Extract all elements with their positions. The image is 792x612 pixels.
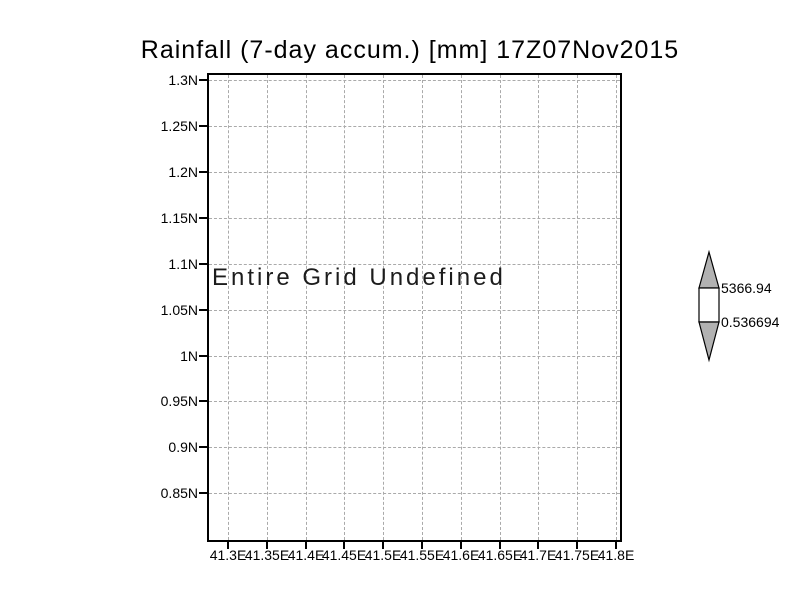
x-tick [460,541,462,549]
y-tick [199,400,207,402]
gridline-vertical [344,75,345,540]
gridline-vertical [228,75,229,540]
gridline-horizontal [209,172,620,173]
x-tick [499,541,501,549]
gridline-vertical [267,75,268,540]
x-tick [305,541,307,549]
y-tick [199,125,207,127]
x-tick [382,541,384,549]
gridline-vertical [422,75,423,540]
gridline-horizontal [209,447,620,448]
y-tick [199,446,207,448]
x-tick [421,541,423,549]
y-tick-label: 1N [180,348,198,364]
colorbar-range-box [698,287,720,323]
plot-frame [207,73,622,542]
gridline-horizontal [209,310,620,311]
colorbar-max-label: 5366.94 [721,280,772,296]
y-tick-label: 0.9N [168,439,198,455]
plot-title: Rainfall (7-day accum.) [mm] 17Z07Nov201… [140,36,680,64]
y-tick-label: 1.15N [160,210,198,226]
colorbar-top-arrow [698,249,720,289]
x-tick-label: 41.8E [597,547,635,563]
gridline-vertical [616,75,617,540]
x-tick-label: 41.35E [244,547,290,563]
x-tick-label: 41.5E [364,547,402,563]
x-tick-label: 41.45E [321,547,367,563]
y-tick-label: 1.1N [168,256,198,272]
colorbar [698,249,720,363]
y-tick [199,355,207,357]
y-tick [199,309,207,311]
gridline-horizontal [209,80,620,81]
gridline-vertical [577,75,578,540]
gridline-horizontal [209,126,620,127]
y-tick-label: 1.05N [160,302,198,318]
x-tick [227,541,229,549]
x-tick-label: 41.3E [209,547,247,563]
gridline-horizontal [209,264,620,265]
y-tick [199,217,207,219]
x-tick [343,541,345,549]
gridline-vertical [538,75,539,540]
y-tick [199,492,207,494]
gridline-vertical [461,75,462,540]
x-tick-label: 41.7E [519,547,557,563]
colorbar-bottom-arrow [698,321,720,363]
gridline-horizontal [209,401,620,402]
y-tick-label: 0.85N [160,485,198,501]
x-tick [576,541,578,549]
y-tick [199,79,207,81]
x-tick [615,541,617,549]
gridline-vertical [500,75,501,540]
x-tick-label: 41.65E [477,547,523,563]
gridline-horizontal [209,493,620,494]
gridline-vertical [383,75,384,540]
y-tick-label: 1.25N [160,118,198,134]
y-tick [199,171,207,173]
x-tick-label: 41.6E [442,547,480,563]
gridline-horizontal [209,356,620,357]
y-tick-label: 1.2N [168,164,198,180]
x-tick-label: 41.55E [399,547,445,563]
y-tick [199,263,207,265]
gridline-vertical [306,75,307,540]
gridline-horizontal [209,218,620,219]
x-tick-label: 41.4E [287,547,325,563]
x-tick [266,541,268,549]
x-tick-label: 41.75E [554,547,600,563]
grid-undefined-message: Entire Grid Undefined [212,264,506,291]
x-tick [537,541,539,549]
colorbar-min-label: 0.536694 [721,314,780,330]
y-tick-label: 1.3N [168,72,198,88]
y-tick-label: 0.95N [160,393,198,409]
